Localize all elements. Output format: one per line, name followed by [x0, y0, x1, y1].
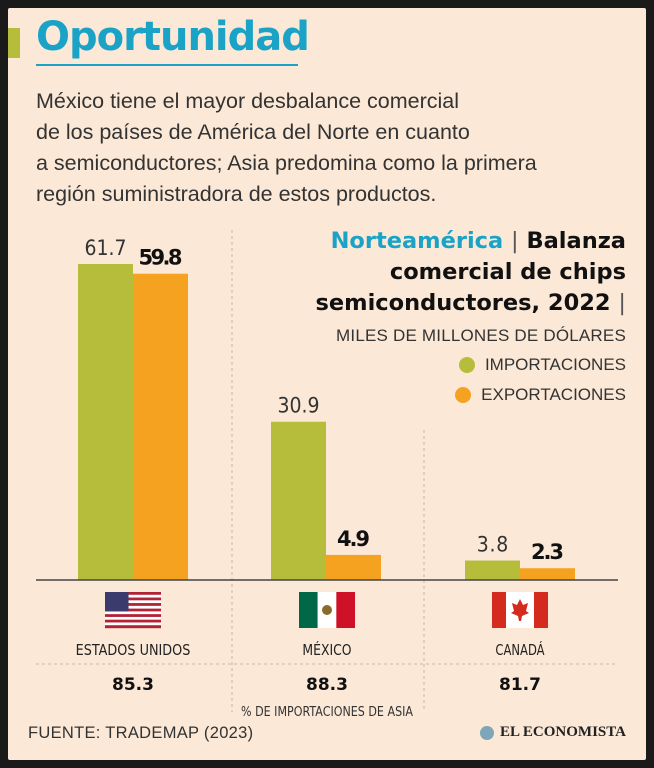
chart-title: Norteamérica | Balanza comercial de chip…: [306, 226, 627, 319]
page-title: Oportunidad: [36, 14, 310, 60]
us-flag-stripe: [105, 611, 161, 615]
us-flag-stripe: [105, 600, 161, 604]
us-flag-stripe: [105, 625, 161, 629]
intro-line: a semiconductores; Asia predomina como l…: [36, 151, 537, 175]
chart-title-region: Norteamérica: [330, 228, 504, 254]
canada-flag-red-left: [492, 592, 506, 628]
globe-icon: [480, 725, 494, 740]
us-flag-stripe: [105, 605, 161, 609]
brand-name: EL ECONOMISTA: [500, 724, 626, 740]
chart-title-part1: Balanza: [526, 228, 626, 254]
legend-imports-label: IMPORTACIONES: [484, 355, 626, 374]
us-flag-stripe: [105, 597, 161, 601]
chart-title-part2: comercial de chips: [389, 259, 626, 285]
imports-bar-0: [78, 264, 133, 580]
title-separator: |: [618, 290, 626, 316]
us-flag-stripe: [105, 592, 161, 595]
mexico-flag-green: [299, 592, 318, 628]
maple-leaf-icon: [511, 599, 529, 621]
imports-bar-2: [465, 560, 520, 580]
category-label-0: ESTADOS UNIDOS: [76, 641, 191, 659]
chart-unit: MILES DE MILLONES DE DÓLARES: [336, 326, 626, 345]
legend-exports-label: EXPORTACIONES: [481, 385, 626, 404]
intro-line: región suministradora de estos productos…: [36, 182, 437, 206]
exports-bar-1: [326, 554, 381, 580]
asia-share-value-1: 88.3: [306, 675, 348, 695]
category-label-2: CANADÁ: [495, 640, 545, 659]
intro-text: México tiene el mayor desbalance comerci…: [36, 86, 606, 210]
mexico-flag-emblem: [322, 605, 332, 615]
us-flag-canton: [105, 592, 129, 612]
us-flag-stripe: [105, 594, 161, 598]
title-separator: |: [511, 228, 519, 254]
title-underline: [36, 64, 298, 66]
category-label-1: MÉXICO: [302, 640, 351, 659]
imports-value-label-2: 3.8: [477, 533, 509, 557]
us-flag-stripe: [105, 619, 161, 623]
asia-share-value-0: 85.3: [112, 675, 154, 695]
exports-value-label-1: 4.9: [337, 527, 370, 551]
imports-value-label-1: 30.9: [278, 394, 320, 418]
us-flag-stripe: [105, 616, 161, 620]
canada-flag-red-right: [534, 592, 548, 628]
exports-value-label-2: 2.3: [531, 540, 564, 564]
source-note: FUENTE: TRADEMAP (2023): [28, 724, 254, 742]
us-flag-stripe: [105, 614, 161, 618]
exports-value-label-0: 59.8: [139, 246, 183, 270]
imports-bar-1: [271, 421, 326, 580]
mexico-flag-red: [336, 592, 355, 628]
us-flag-stripe: [105, 608, 161, 612]
legend-imports: IMPORTACIONES: [458, 355, 626, 375]
imports-legend-dot: [458, 357, 475, 373]
exports-legend-dot: [455, 387, 472, 403]
chart-title-part3: semiconductores, 2022: [315, 290, 611, 316]
brand-logo: EL ECONOMISTA: [480, 724, 626, 741]
imports-value-label-0: 61.7: [85, 236, 127, 260]
asia-share-value-2: 81.7: [499, 675, 541, 695]
accent-bar: [8, 28, 20, 58]
intro-line: de los países de América del Norte en cu…: [36, 120, 470, 144]
exports-bar-0: [133, 273, 188, 580]
intro-line: México tiene el mayor desbalance comerci…: [36, 89, 460, 113]
exports-bar-2: [520, 568, 575, 580]
us-flag-stripe: [105, 603, 161, 607]
legend-exports: EXPORTACIONES: [455, 385, 626, 405]
asia-share-label: % DE IMPORTACIONES DE ASIA: [241, 704, 414, 720]
us-flag-stripe: [105, 622, 161, 626]
